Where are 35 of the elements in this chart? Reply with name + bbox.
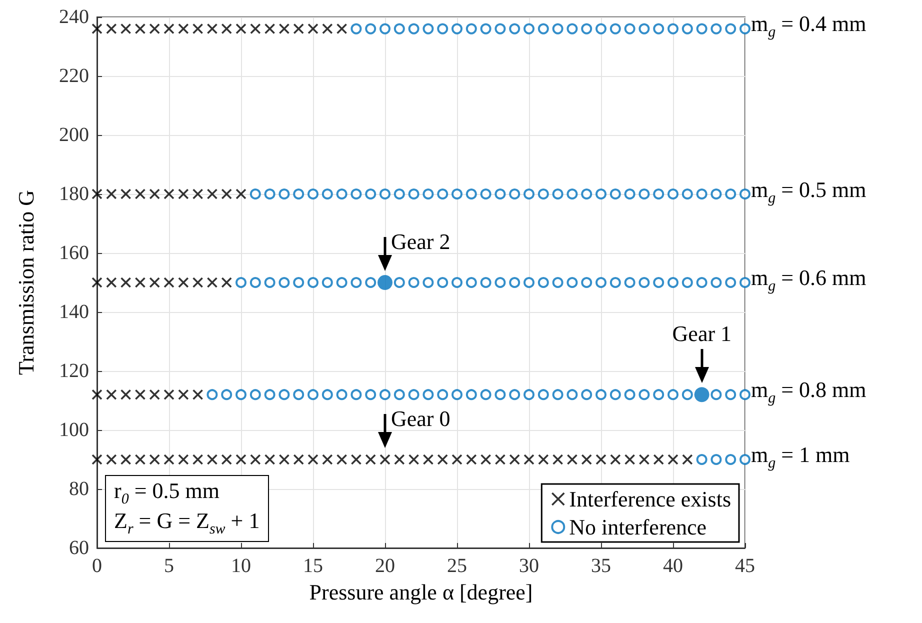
x-tick-label: 25 [447, 555, 467, 577]
x-tick-label: 40 [663, 555, 683, 577]
x-tick-label: 15 [303, 555, 323, 577]
y-tick-label: 120 [59, 360, 89, 382]
y-tick-label: 100 [59, 419, 89, 441]
x-tick-label: 45 [735, 555, 755, 577]
annotation: r$_{0}$ = 0.5 mm [114, 478, 220, 508]
annotation: Gear 2 [391, 228, 450, 254]
annotation: m$_{g}$ = 0.6 mm [751, 265, 866, 294]
y-tick-label: 240 [59, 6, 89, 28]
annotation: m$_{g}$ = 1 mm [751, 442, 850, 472]
note-box: r$_{0}$ = 0.5 mm Z$_{r}$ = G = Z$_{sw}$ + 1 [105, 475, 269, 542]
x-tick-label: 30 [519, 555, 539, 577]
x-tick-label: 5 [164, 555, 174, 577]
y-tick-label: 180 [59, 183, 89, 205]
y-tick-label: 80 [69, 478, 89, 500]
x-tick-label: 35 [591, 555, 611, 577]
annotation: m$_{g}$ = 0.4 mm [751, 11, 866, 41]
y-tick-label: 220 [59, 65, 89, 87]
x-tick-label: 10 [231, 555, 251, 577]
x-axis-title: Pressure angle α [degree] [309, 579, 533, 604]
annotation: Gear 1 [672, 320, 732, 346]
annotation: m$_{g}$ = 0.8 mm [751, 377, 866, 406]
y-tick-label: 140 [59, 301, 89, 323]
y-tick-label: 160 [59, 242, 89, 264]
y-tick-label: 60 [69, 537, 89, 559]
y-axis-title: Transmission ratio G [14, 190, 38, 375]
x-tick-label: 20 [375, 555, 395, 577]
annotation: Gear 0 [391, 406, 450, 430]
x-tick-label: 0 [92, 555, 102, 577]
annotation: Z$_{r}$ = G = Z$_{sw}$ + 1 [114, 508, 260, 539]
annotation: m$_{g}$ = 0.5 mm [751, 176, 866, 206]
legend-label: No interference [569, 514, 707, 540]
legend-label: Interference exists [569, 486, 732, 512]
y-tick-label: 200 [59, 124, 89, 146]
